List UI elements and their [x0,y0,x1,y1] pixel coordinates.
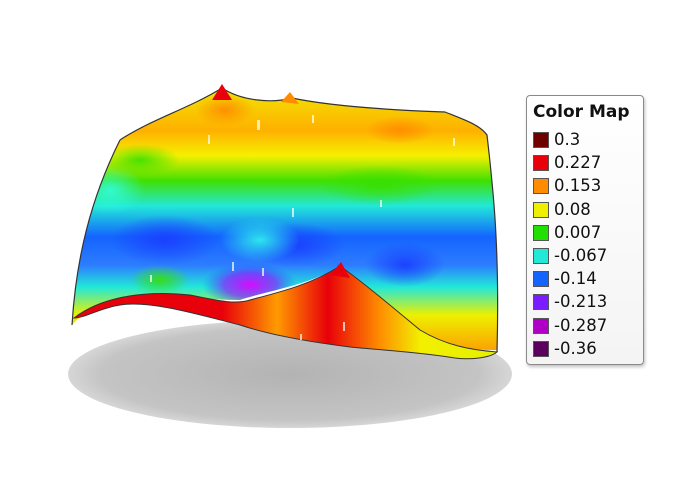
legend-label: 0.227 [554,153,602,173]
surface-outline [119,87,499,353]
legend-label: -0.213 [554,292,608,312]
legend-swatch [533,132,549,148]
legend-swatch [533,247,549,264]
legend-label: 0.08 [554,199,591,219]
peak-mid [281,92,299,104]
surface-left-edge [71,139,121,326]
legend-swatch [533,155,549,172]
legend-swatch [533,224,549,241]
legend-label: -0.067 [554,245,608,265]
legend-label: 0.007 [554,222,602,242]
legend-swatch [533,340,549,357]
legend-swatch [533,317,549,334]
legend-title: Color Map [533,102,630,122]
legend-label: -0.36 [554,338,597,358]
legend-label: 0.153 [554,176,602,196]
legend-swatch [533,178,549,195]
legend-label: 0.3 [554,130,581,149]
peak-front [330,262,350,278]
legend-swatch [533,294,549,311]
legend-label: -0.287 [554,315,608,335]
legend-swatch [533,271,549,288]
legend-swatch [533,201,549,218]
color-map-legend: Color Map 0.3 0.227 0.153 0.08 0.007 -0.… [526,95,644,365]
front-ridge-highlights [300,322,345,340]
legend-label: -0.14 [554,269,597,289]
peak-left [212,84,232,100]
